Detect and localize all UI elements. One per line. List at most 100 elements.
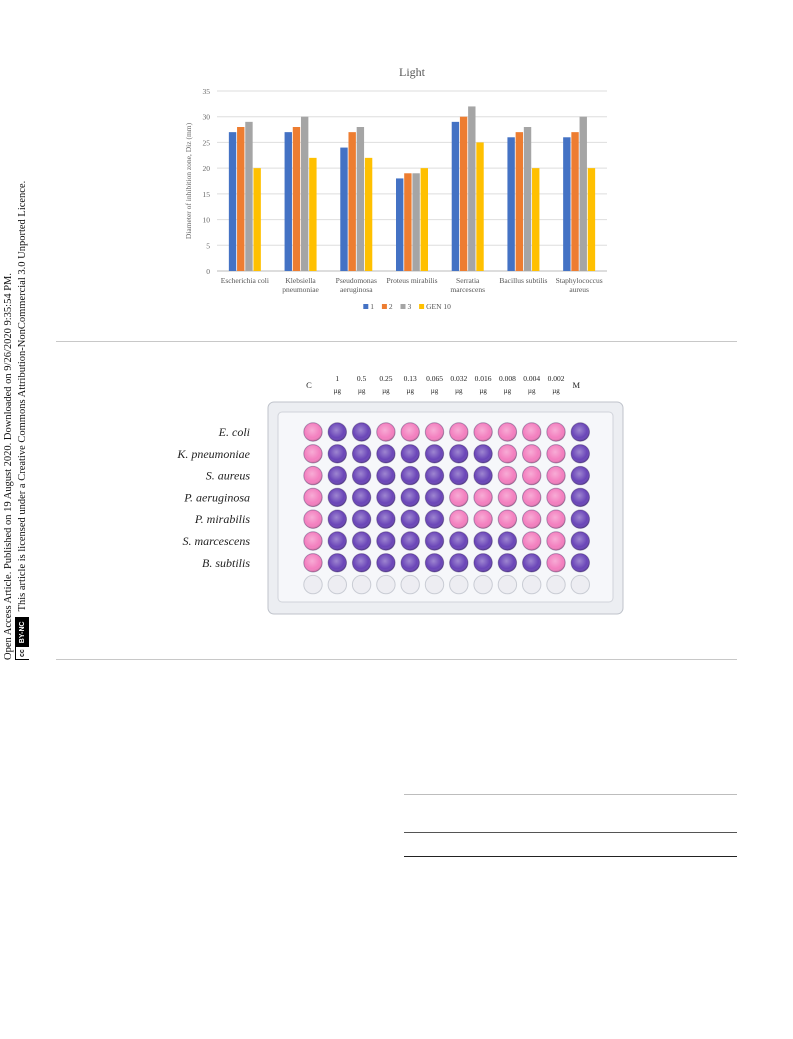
well-shade xyxy=(522,466,541,485)
well-shade xyxy=(328,444,347,463)
column-label: 0.13 xyxy=(404,374,417,383)
well-shade xyxy=(425,488,444,507)
bar-chart: Light 0 5 10 15 20 25 30 35 Diameter of inhibitio… xyxy=(184,65,607,311)
well-shade xyxy=(352,531,371,551)
well-shade xyxy=(571,444,590,463)
well-shade xyxy=(352,422,371,442)
well-shade xyxy=(303,531,323,551)
well-shade xyxy=(546,466,566,485)
well-shade xyxy=(473,553,493,572)
bar xyxy=(284,132,292,271)
well xyxy=(473,574,493,595)
well-shade xyxy=(376,422,396,442)
bar xyxy=(253,168,261,271)
well-shade xyxy=(401,488,420,507)
well xyxy=(449,574,469,595)
well-shade xyxy=(425,531,444,551)
column-unit-label: µg xyxy=(504,387,512,395)
row-label: K. pneumoniae xyxy=(176,447,250,461)
well-shade xyxy=(328,488,347,507)
well-shade xyxy=(571,510,590,529)
table-header-rule xyxy=(404,832,737,833)
column-unit-label: µg xyxy=(455,387,463,395)
figure-divider-bottom xyxy=(56,659,737,660)
bar xyxy=(571,132,579,271)
x-tick-label: Bacillus subtilis xyxy=(499,276,547,285)
well-shade xyxy=(303,488,323,507)
well-shade xyxy=(522,488,541,507)
x-tick-label: Serratia xyxy=(456,276,480,285)
microplate-figure: C 1 µg 0.5 µg 0.25 µg 0.13 µg 0.065 µg 0.032 µg 0.016… xyxy=(176,374,624,615)
x-tick-label: aureus xyxy=(569,285,589,294)
well-shade xyxy=(401,531,420,551)
bar xyxy=(587,168,596,271)
bar xyxy=(459,116,468,271)
well-shade xyxy=(571,466,590,485)
bar xyxy=(228,132,237,271)
bar xyxy=(245,121,253,271)
well xyxy=(351,574,372,595)
x-tick-label: Klebsiella xyxy=(285,276,316,285)
well-shade xyxy=(571,488,590,507)
row-label: P. aeruginosa xyxy=(183,490,250,504)
well-shade xyxy=(522,422,541,442)
column-label: C xyxy=(306,380,312,390)
bar xyxy=(300,116,309,271)
y-tick-label: 20 xyxy=(203,164,211,173)
well-shade xyxy=(546,553,566,572)
well-shade xyxy=(546,510,566,529)
plate-inner xyxy=(277,411,614,603)
y-tick-label: 10 xyxy=(203,216,211,225)
column-label: 0.032 xyxy=(450,374,467,383)
bar xyxy=(309,157,317,271)
well-shade xyxy=(473,531,493,551)
column-label: 0.004 xyxy=(523,374,540,383)
well-shade xyxy=(498,444,517,463)
well-shade xyxy=(376,553,396,572)
well-shade xyxy=(352,488,371,507)
legend-swatch xyxy=(419,304,425,309)
legend-swatch xyxy=(363,304,369,309)
well xyxy=(522,574,542,595)
y-tick-label: 0 xyxy=(206,267,210,276)
well-shade xyxy=(328,553,347,572)
well-shade xyxy=(449,510,468,529)
bar xyxy=(420,168,428,271)
table-bottom-rule xyxy=(404,856,737,857)
well-shade xyxy=(401,510,420,529)
figure-divider-top xyxy=(56,341,737,342)
well-shade xyxy=(425,510,444,529)
legend-swatch xyxy=(381,304,387,309)
column-unit-label: µg xyxy=(552,387,560,395)
y-tick-label: 35 xyxy=(203,87,211,96)
bar xyxy=(364,157,373,271)
well-shade xyxy=(328,510,347,529)
cc-license-icon[interactable]: cc BY-NC xyxy=(15,617,29,660)
bar xyxy=(532,168,540,271)
well-shade xyxy=(376,444,396,463)
bar xyxy=(237,127,245,271)
license-sidebar: Open Access Article. Published on 19 Aug… xyxy=(2,110,38,660)
column-label: M xyxy=(573,380,581,390)
column-label: 1 xyxy=(335,374,339,383)
well-shade xyxy=(449,444,468,463)
column-label: 0.5 xyxy=(357,374,367,383)
well-shade xyxy=(546,488,566,507)
well-shade xyxy=(498,510,517,529)
well-shade xyxy=(522,444,541,463)
license-link[interactable]: This article is licensed under a Creativ… xyxy=(16,180,28,612)
well-shade xyxy=(498,488,517,507)
well xyxy=(424,574,445,595)
legend-label: 2 xyxy=(389,302,393,311)
well-shade xyxy=(352,444,371,463)
bar xyxy=(356,127,365,271)
well-shade xyxy=(352,466,371,485)
bar xyxy=(412,173,420,271)
y-tick-label: 5 xyxy=(206,241,210,250)
column-label: 0.008 xyxy=(499,374,516,383)
legend-label: 3 xyxy=(408,302,412,311)
well-shade xyxy=(473,488,493,507)
access-notice: Open Access Article. Published on 19 Aug… xyxy=(3,272,14,660)
well-shade xyxy=(571,553,590,572)
well-shade xyxy=(449,466,468,485)
